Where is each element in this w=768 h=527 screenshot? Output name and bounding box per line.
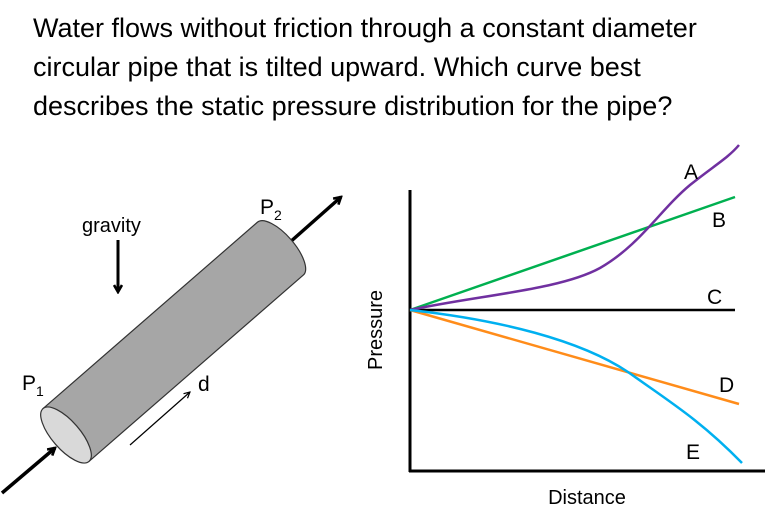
- gravity-label: gravity: [82, 215, 141, 237]
- curve-a: [409, 144, 740, 312]
- pipe-cylinder: [40, 220, 307, 464]
- curve-a-label: A: [684, 161, 698, 184]
- curve-e: [409, 308, 743, 464]
- curve-c-label: C: [707, 286, 722, 309]
- curve-e-label: E: [686, 441, 700, 464]
- distance-arrow: [129, 392, 190, 446]
- p1-label: P1: [22, 372, 44, 399]
- pipe-inlet-face: [40, 406, 92, 464]
- curve-b: [409, 195, 736, 312]
- y-axis-label: Pressure: [365, 290, 387, 370]
- curve-d: [409, 308, 740, 406]
- p2-label: P2: [260, 196, 282, 223]
- curve-b-label: B: [712, 209, 726, 232]
- distance-label: d: [198, 373, 210, 396]
- pipe-body: [42, 220, 307, 463]
- question-text: Water flows without friction through a c…: [33, 13, 697, 121]
- x-axis-label: Distance: [548, 487, 626, 509]
- inlet-arrow: [0, 448, 55, 495]
- outlet-arrow: [287, 197, 341, 245]
- pipe-diagram: gravity d P1 P2: [0, 196, 341, 495]
- pressure-chart: Pressure Distance A B C D E: [365, 144, 765, 509]
- curve-d-label: D: [719, 374, 734, 397]
